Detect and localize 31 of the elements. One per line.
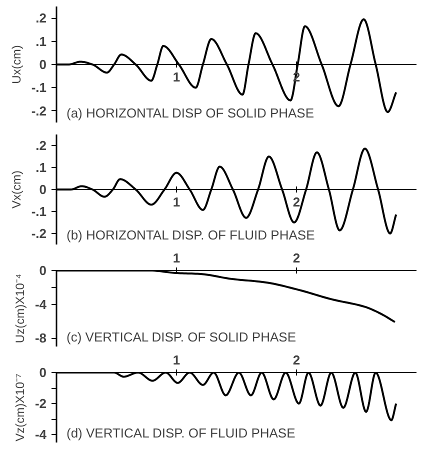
y-tick-label: -8 bbox=[34, 330, 47, 346]
y-axis-title: Ux(cm) bbox=[9, 45, 24, 84]
annotation: (d) VERTICAL DISP. OF FLUID PHASE bbox=[66, 426, 296, 440]
x-tick-label: 2 bbox=[292, 352, 300, 368]
x-tick-label: 1 bbox=[172, 250, 180, 266]
y-axis-title: Vx(cm) bbox=[9, 170, 24, 208]
y-tick-label: -4 bbox=[34, 296, 48, 312]
annotation: (b) HORIZONTAL DISP. OF FLUID PHASE bbox=[66, 228, 316, 242]
annotation: (c) VERTICAL DISP. OF SOLID PHASE bbox=[66, 330, 296, 344]
y-tick-label: 0 bbox=[39, 57, 47, 72]
y-tick-label: 0 bbox=[39, 365, 47, 380]
y-tick-label: -.1 bbox=[31, 80, 46, 96]
y-tick-label: 0 bbox=[39, 263, 47, 278]
y-tick-label: .1 bbox=[36, 34, 46, 49]
x-tick-label: 1 bbox=[172, 194, 180, 210]
x-tick-label: 1 bbox=[172, 352, 180, 368]
y-tick-label: .1 bbox=[36, 160, 46, 175]
y-axis-title: Uz(cm)X10⁻⁴ bbox=[12, 274, 27, 344]
x-tick-label: 2 bbox=[292, 194, 300, 210]
y-tick-label: -.2 bbox=[31, 226, 46, 241]
y-tick-label: -2 bbox=[34, 396, 47, 412]
y-tick-label: 0 bbox=[39, 182, 47, 197]
x-tick-label: 2 bbox=[292, 250, 300, 266]
annotation: (a) HORIZONTAL DISP OF SOLID PHASE bbox=[66, 106, 314, 120]
y-tick-label: -4 bbox=[34, 427, 48, 442]
y-tick-label: -.1 bbox=[31, 204, 46, 219]
y-axis-title: Vz(cm)X10⁻⁷ bbox=[12, 374, 27, 442]
y-tick-label: .2 bbox=[36, 10, 46, 26]
y-tick-label: .2 bbox=[36, 138, 46, 153]
y-tick-label: -.2 bbox=[31, 103, 46, 118]
x-tick-label: 1 bbox=[172, 70, 180, 84]
